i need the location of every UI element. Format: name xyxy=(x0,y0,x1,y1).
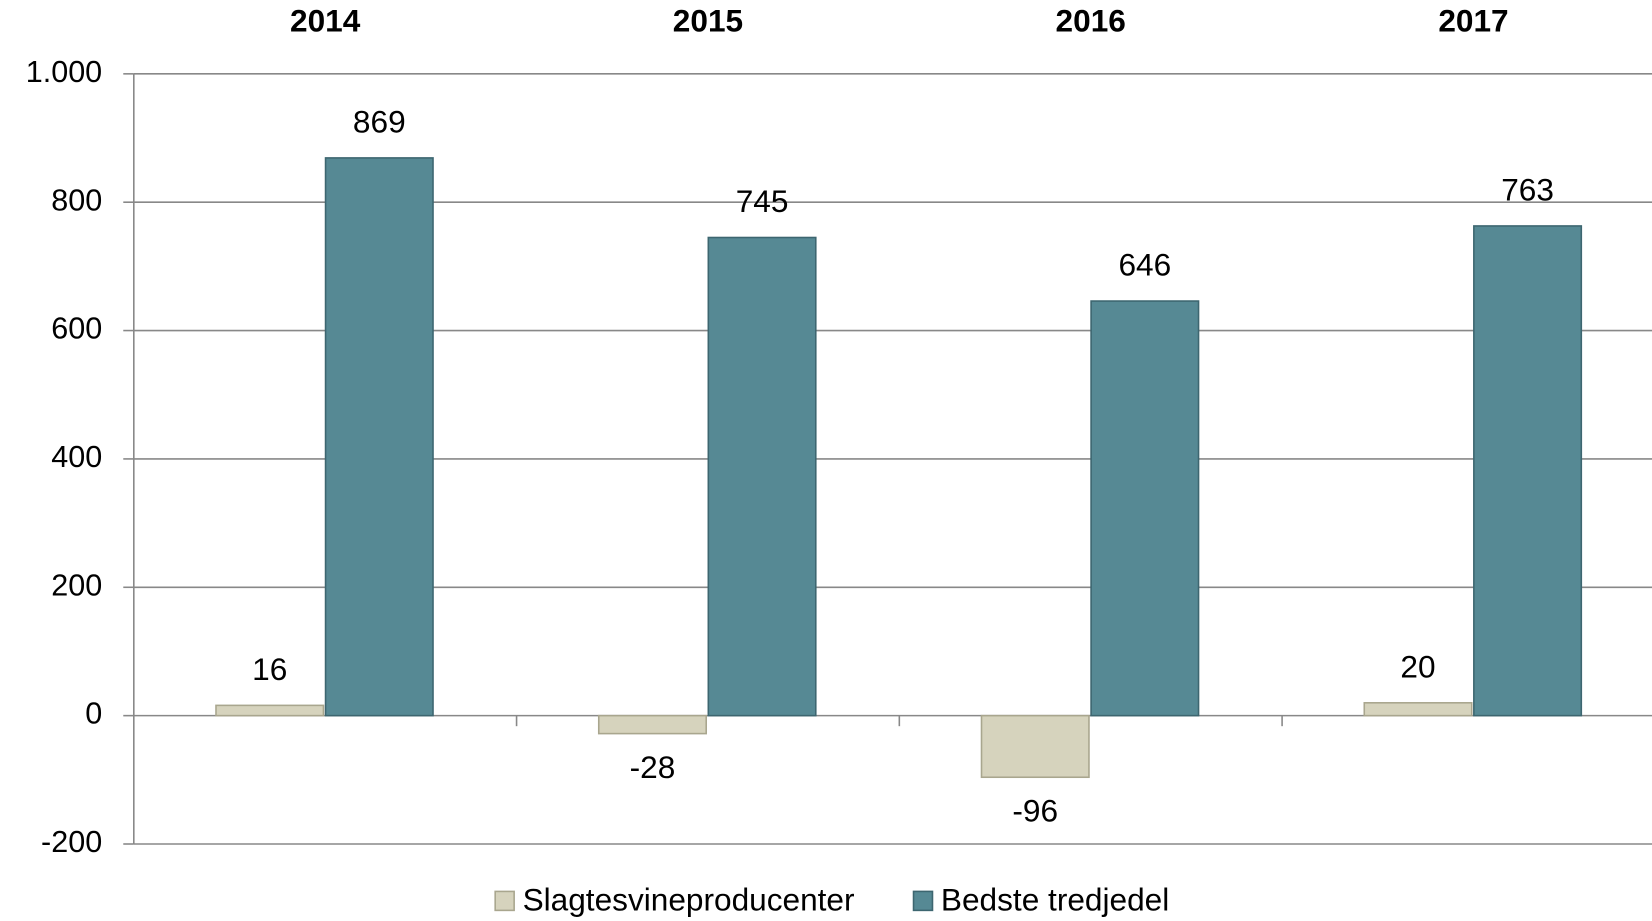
bar xyxy=(215,704,325,717)
value-label: -96 xyxy=(1012,792,1058,828)
y-tick-label: 600 xyxy=(51,312,102,346)
category-label: 2017 xyxy=(1438,3,1508,39)
value-label: 646 xyxy=(1118,247,1171,283)
category-label: 2016 xyxy=(1056,3,1126,39)
y-tick-label: 200 xyxy=(51,568,102,602)
bar xyxy=(1363,702,1473,717)
value-label: 16 xyxy=(252,651,287,687)
value-label: -28 xyxy=(630,749,676,785)
value-label: 20 xyxy=(1400,648,1435,684)
y-tick-label: 400 xyxy=(51,440,102,474)
bar xyxy=(707,236,817,717)
y-tick-label: 0 xyxy=(85,697,102,731)
bar xyxy=(1090,300,1200,717)
category-label: 2015 xyxy=(673,3,743,39)
legend-swatch xyxy=(912,890,934,912)
y-tick-label: 800 xyxy=(51,183,102,217)
bar xyxy=(597,714,707,735)
value-label: 763 xyxy=(1501,172,1554,208)
value-label: 869 xyxy=(353,104,406,140)
y-tick-label: 1.000 xyxy=(26,55,102,89)
bar xyxy=(1473,225,1583,717)
legend-swatch xyxy=(494,890,515,912)
legend-label: Bedste tredjedel xyxy=(941,881,1169,917)
value-label: 745 xyxy=(736,183,789,219)
category-label: 2014 xyxy=(290,3,361,39)
bar xyxy=(324,157,434,717)
legend-label: Slagtesvineproducenter xyxy=(523,881,855,917)
bar xyxy=(980,714,1090,779)
y-tick-label: -200 xyxy=(41,825,102,859)
